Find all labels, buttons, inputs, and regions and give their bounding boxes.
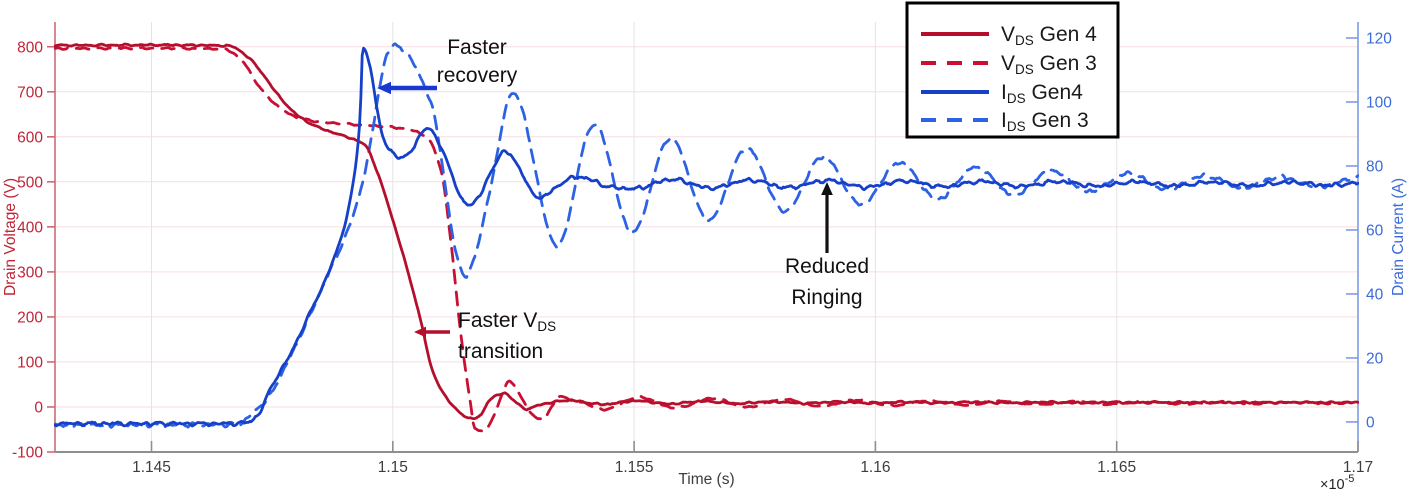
y-left-tick-label: 700 [17,84,43,101]
legend-label: IDS Gen4 [1001,81,1083,106]
annotation-arrowhead [414,326,426,338]
y-right-tick-label: 40 [1366,286,1384,303]
legend-label: IDS Gen 3 [1001,109,1089,134]
h-gridlines [55,46,1358,408]
x-tick-label: 1.17 [1343,459,1373,476]
legend-label: VDS Gen 3 [1001,52,1097,77]
series-line-vds_gen3 [54,46,1359,433]
series-group [54,42,1359,433]
legend-item-ids_gen3: IDS Gen 3 [921,109,1089,134]
annotation-faster-vds-transition: Faster VDS transition [414,309,556,363]
annotation-arrowhead [377,81,391,95]
y-left-axis-title: Drain Voltage (V) [2,178,19,296]
annotation-text: Faster VDS [458,309,556,334]
x-tick-label: 1.145 [132,459,171,476]
series-line-ids_gen4 [54,46,1359,428]
legend-label: VDS Gen 4 [1001,23,1097,48]
annotation-text: transition [458,340,543,363]
series-line-vds_gen4 [54,42,1359,420]
y-left-tick-label: 0 [34,399,43,416]
x-tick-label: 1.165 [1097,459,1136,476]
y-left-tick-label: 100 [17,354,43,371]
y-left-tick-label: -100 [12,445,43,462]
x-axis-title: Time (s) [678,471,734,488]
series-line-ids_gen3 [54,42,1359,430]
annotation-text: Faster [447,36,507,59]
y-right-tick-label: 100 [1366,94,1392,111]
annotation-reduced-ringing: Reduced Ringing [785,182,869,309]
y-left-tick-label: 400 [17,219,43,236]
y-right-axis-title: Drain Current (A) [1390,178,1407,296]
legend: VDS Gen 4 VDS Gen 3 IDS Gen4 IDS Gen 3 [905,1,1120,139]
y-right-tick-label: 120 [1366,30,1392,47]
y-right-tick-label: 60 [1366,222,1384,239]
y-left-tick-label: 200 [17,309,43,326]
annotation-text: Reduced [785,255,869,278]
x-axis-offset-label: ×10-5 [1320,473,1354,493]
annotation-faster-recovery: Faster recovery [377,36,518,95]
y-right-tick-label: 0 [1366,414,1375,431]
legend-item-vds_gen4: VDS Gen 4 [921,23,1097,48]
annotation-text: Ringing [791,286,862,309]
y-right-tick-label: 80 [1366,158,1384,175]
x-tick-label: 1.15 [378,459,408,476]
legend-box [905,1,1120,139]
y-right-tick-label: 20 [1366,350,1384,367]
y-left-tick-label: 300 [17,264,43,281]
x-tick-label: 1.155 [615,459,654,476]
legend-item-ids_gen4: IDS Gen4 [921,81,1083,106]
x-tick-label: 1.16 [860,459,890,476]
legend-item-vds_gen3: VDS Gen 3 [921,52,1097,77]
annotation-text: recovery [437,64,518,87]
y-left-tick-label: 500 [17,174,43,191]
y-left-tick-label: 800 [17,39,43,56]
annotation-arrowhead [821,182,833,195]
y-left-tick-label: 600 [17,129,43,146]
